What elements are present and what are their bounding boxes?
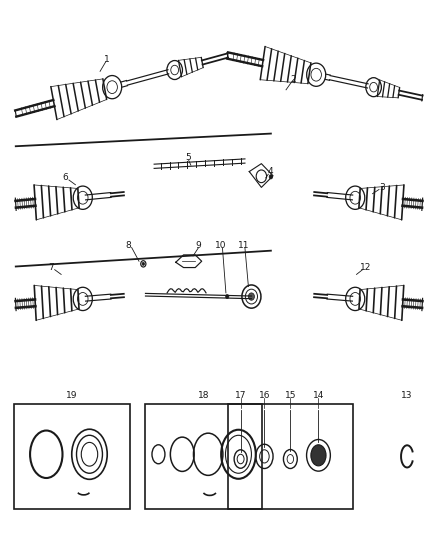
Text: 2: 2 <box>290 75 296 84</box>
Bar <box>14 403 131 509</box>
Text: 10: 10 <box>215 241 227 250</box>
Text: 15: 15 <box>285 391 296 400</box>
Text: 18: 18 <box>198 391 210 400</box>
Circle shape <box>142 262 145 265</box>
Text: 4: 4 <box>267 167 273 176</box>
Text: 14: 14 <box>313 391 324 400</box>
Text: 19: 19 <box>66 391 78 400</box>
Text: 16: 16 <box>259 391 270 400</box>
Text: 5: 5 <box>185 154 191 163</box>
Circle shape <box>248 293 254 300</box>
Bar <box>228 403 353 509</box>
Circle shape <box>269 175 272 179</box>
Text: 1: 1 <box>104 55 110 64</box>
Text: 17: 17 <box>235 391 246 400</box>
Text: 9: 9 <box>195 241 201 250</box>
Bar <box>145 403 262 509</box>
Text: 11: 11 <box>238 241 250 250</box>
Text: 8: 8 <box>125 241 131 250</box>
Text: 6: 6 <box>63 173 68 182</box>
Circle shape <box>226 294 229 298</box>
Ellipse shape <box>311 445 326 466</box>
Text: 3: 3 <box>380 183 385 192</box>
Text: 12: 12 <box>360 263 372 272</box>
Text: 13: 13 <box>401 391 413 400</box>
Text: 7: 7 <box>48 263 54 272</box>
